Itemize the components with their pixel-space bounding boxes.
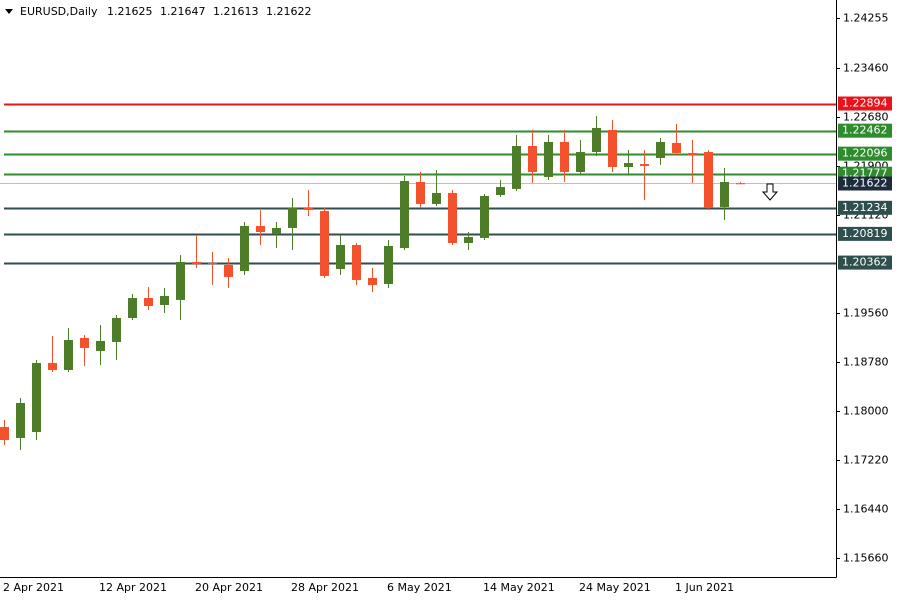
level-label: 1.20362 [842, 256, 888, 269]
candle-body [48, 362, 57, 371]
candle-body [224, 264, 233, 277]
y-tick-label: 1.23460 [843, 62, 889, 75]
chart-header: EURUSD,Daily 1.21625 1.21647 1.21613 1.2… [20, 5, 311, 18]
header-open: 1.21625 [107, 5, 153, 18]
header-high: 1.21647 [160, 5, 206, 18]
candle-body [592, 127, 601, 153]
candle-body [624, 163, 633, 167]
x-tick-label: 14 May 2021 [483, 581, 555, 594]
level-label: 1.21234 [842, 201, 888, 214]
candle-body [240, 225, 249, 272]
level-label: 1.21777 [842, 167, 888, 180]
header-close: 1.21622 [266, 5, 312, 18]
header-low: 1.21613 [213, 5, 259, 18]
candle-body [16, 402, 25, 438]
candle-body [544, 141, 553, 177]
candle-body [160, 296, 169, 305]
x-tick-label: 1 Jun 2021 [675, 581, 734, 594]
candle-body [384, 246, 393, 285]
candle-body [304, 207, 313, 211]
candle-body [144, 298, 153, 306]
candle-body [464, 237, 473, 243]
candle-body [416, 181, 425, 204]
level-label-box [838, 146, 892, 161]
candle-body [688, 152, 697, 155]
candle-body [192, 261, 201, 264]
candle-body [480, 195, 489, 238]
candle-body [32, 362, 41, 433]
level-label-box [838, 123, 892, 138]
x-tick-label: 12 Apr 2021 [99, 581, 167, 594]
candle-body [560, 141, 569, 173]
candle-body [256, 225, 265, 232]
candle-body [704, 152, 713, 208]
level-label: 1.20819 [842, 227, 888, 240]
price-label-box [838, 176, 892, 191]
price-label: 1.21622 [842, 177, 888, 190]
level-label-box [838, 96, 892, 111]
x-tick-label: 24 May 2021 [579, 581, 651, 594]
candle-body [320, 211, 329, 276]
x-tick-label: 2 Apr 2021 [3, 581, 64, 594]
candle-body [336, 244, 345, 269]
candle-body [656, 141, 665, 158]
y-tick-label: 1.18780 [843, 356, 889, 369]
y-tick-label: 1.19560 [843, 307, 889, 320]
y-tick-label: 1.15660 [843, 552, 889, 565]
candle-body [512, 145, 521, 189]
candle-body [112, 317, 121, 342]
x-tick-label: 6 May 2021 [387, 581, 452, 594]
symbol: EURUSD,Daily [20, 5, 98, 18]
candle-body [64, 339, 73, 371]
candle-body [208, 262, 217, 264]
candle-body [528, 145, 537, 173]
candle-body [608, 129, 617, 167]
candle-body [496, 187, 505, 195]
candle-body [720, 181, 729, 207]
candle-body [432, 192, 441, 204]
level-label: 1.22462 [842, 124, 888, 137]
level-label-box [838, 200, 892, 215]
sell-arrow [761, 183, 779, 201]
candle-body [0, 426, 9, 440]
candle-body [272, 227, 281, 235]
y-tick-label: 1.18000 [843, 405, 889, 418]
y-tick-label: 1.17220 [843, 454, 889, 467]
menu-triangle[interactable] [5, 9, 13, 14]
level-label-box [838, 255, 892, 270]
y-tick-label: 1.22680 [843, 111, 889, 124]
candle-body [176, 261, 185, 300]
level-label-box [838, 226, 892, 241]
candle-body [672, 142, 681, 153]
level-label: 1.22096 [842, 147, 888, 160]
y-tick-label: 1.24255 [843, 12, 889, 25]
candle-body [288, 207, 297, 228]
candle-body [736, 183, 745, 185]
candle-body [368, 277, 377, 286]
candle-body [448, 192, 457, 243]
candle-body [400, 180, 409, 249]
y-tick-label: 1.16440 [843, 503, 889, 516]
candle-body [80, 337, 89, 348]
x-tick-label: 20 Apr 2021 [195, 581, 263, 594]
level-label: 1.22894 [842, 97, 888, 110]
candle-body [640, 164, 649, 166]
candle-body [96, 340, 105, 351]
x-tick-label: 28 Apr 2021 [291, 581, 359, 594]
candle-body [352, 244, 361, 280]
candle-body [576, 152, 585, 173]
candle-body [128, 298, 137, 318]
